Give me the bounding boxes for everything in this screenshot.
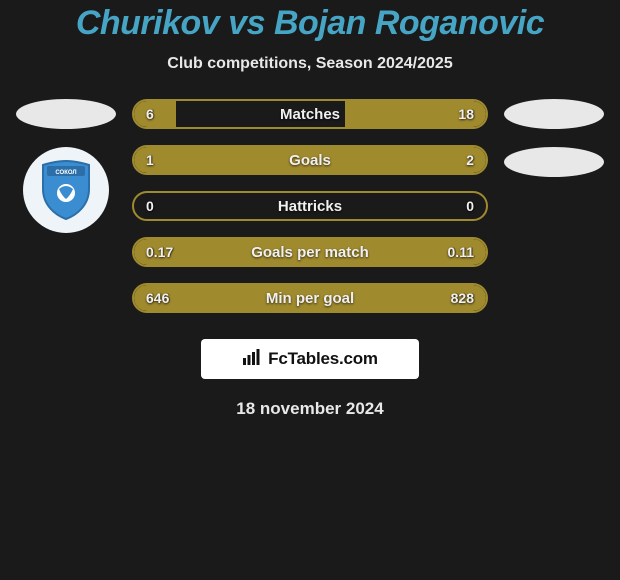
chart-icon	[242, 348, 262, 371]
vs-label: vs	[228, 4, 265, 42]
date-label: 18 november 2024	[0, 399, 620, 419]
stat-value-right: 2	[416, 152, 486, 168]
left-side: СОКОЛ	[8, 99, 124, 233]
stat-value-right: 18	[416, 106, 486, 122]
player2-club-placeholder	[504, 147, 604, 177]
svg-text:СОКОЛ: СОКОЛ	[55, 170, 76, 176]
player2-name: Bojan Roganovic	[274, 4, 544, 42]
right-side	[496, 99, 612, 177]
player1-avatar-placeholder	[16, 99, 116, 129]
brand-text: FcTables.com	[268, 349, 378, 369]
subtitle: Club competitions, Season 2024/2025	[0, 55, 620, 73]
stat-row: 1Goals2	[132, 145, 488, 175]
brand-badge: FcTables.com	[201, 339, 419, 379]
stat-value-right: 828	[416, 290, 486, 306]
page-title: Churikov vs Bojan Roganovic	[0, 4, 620, 43]
stats-table: 6Matches18 1Goals2 0Hattricks0 0.17Goals pe…	[124, 99, 496, 313]
stat-row: 6Matches18	[132, 99, 488, 129]
player1-club-badge: СОКОЛ	[23, 147, 109, 233]
stat-value-right: 0	[416, 198, 486, 214]
infographic-root: Churikov vs Bojan Roganovic Club competi…	[0, 0, 620, 419]
shield-icon: СОКОЛ	[37, 159, 95, 221]
stat-value-right: 0.11	[416, 244, 486, 260]
stat-row: 0Hattricks0	[132, 191, 488, 221]
stat-row: 646Min per goal828	[132, 283, 488, 313]
comparison-layout: СОКОЛ 6Matches18 1Goals2 0Hattricks0 0.17Go…	[0, 99, 620, 313]
stat-row: 0.17Goals per match0.11	[132, 237, 488, 267]
player1-name: Churikov	[76, 4, 219, 42]
player2-avatar-placeholder	[504, 99, 604, 129]
